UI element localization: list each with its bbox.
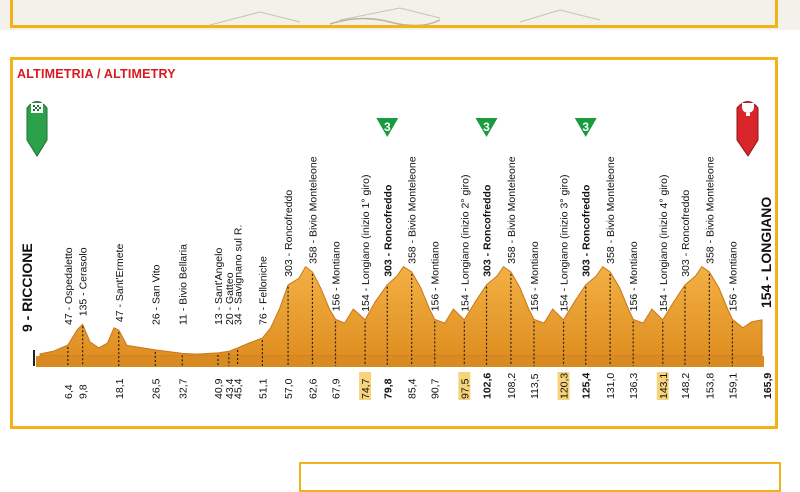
finish-km-label: 165,9 [762,373,774,399]
km-label: 18,1 [114,378,126,399]
finish-trophy-icon [736,101,759,157]
checkpoint-label: 358 - Bivio Monteleone [407,156,419,264]
checkpoint-label: 154 - Longiano (inizio 2° giro) [459,175,471,312]
km-label: 148,2 [680,373,692,399]
km-label: 79,8 [382,378,394,399]
km-label: 85,4 [407,378,419,399]
km-highlight [458,372,471,400]
map-texture [209,7,601,27]
finish-label: 154 - LONGIANO [758,197,774,308]
section-title: ALTIMETRIA / ALTIMETRY [17,67,176,81]
checkpoint-label: 47 - Sant'Ermete [114,244,126,323]
kom-category-number: 3 [384,120,391,134]
km-label: 136,3 [628,373,640,399]
km-label: 159,1 [727,373,739,399]
km-label: 57,0 [283,378,295,399]
km-label: 113,5 [529,373,541,399]
kom-category-number: 3 [582,120,589,134]
km-label: 9,8 [78,384,90,399]
checkpoint-label: 47 - Ospedaletto [63,247,75,325]
km-label: 102,6 [482,373,494,399]
kom-category-3-icon: 3 [376,118,399,137]
map-frame [10,0,778,28]
km-highlight [359,372,372,400]
kom-category-number: 3 [483,120,490,134]
finish-icon-trophy [742,103,754,116]
elevation-profile-area [39,265,763,357]
km-label: 67,9 [331,378,343,399]
km-label: 131,0 [605,373,617,399]
km-label: 26,5 [150,378,162,399]
checkpoint-label: 154 - Longiano (inizio 3° giro) [559,175,571,312]
start-icon-checker [33,105,41,111]
km-label: 62,6 [307,378,319,399]
start-label: 9 - RICCIONE [19,243,35,332]
checkpoint-label: 11 - Bivio Bellaria [177,244,189,325]
checkpoint-label: 303 - Roncofreddo [482,185,494,277]
kom-triangle [574,118,597,137]
checkpoint-label: 20 - Gatteo [224,272,236,325]
checkpoint-label: 358 - Bivio Monteleone [605,156,617,264]
kom-category-3-icon: 3 [574,118,597,137]
km-label: 153,8 [704,373,716,399]
start-flag-icon [26,101,48,157]
checkpoint-label: 26 - San Vito [150,264,162,325]
profile-base-band [36,356,764,367]
checkpoint-label: 156 - Montiano [430,241,442,311]
checkpoint-label: 154 - Longiano (inizio 1° giro) [360,175,372,312]
checkpoint-label: 76 - Felloniche [257,256,269,325]
km-label: 143,1 [658,373,670,399]
checkpoint-label: 303 - Roncofreddo [382,185,394,277]
checkpoint-label: 154 - Longiano (inizio 4° giro) [658,175,670,312]
checkpoint-label: 156 - Montiano [331,241,343,311]
km-label: 43,4 [224,378,236,399]
km-label: 45,4 [233,378,245,399]
km-highlight [557,372,570,400]
kom-triangle [475,118,498,137]
km-label: 6,4 [63,384,75,399]
km-label: 120,3 [559,373,571,399]
checkpoint-label: 358 - Bivio Monteleone [506,156,518,264]
km-label: 125,4 [581,373,593,399]
checkpoint-label: 135 - Cerasolo [78,247,90,316]
km-label: 74,7 [360,378,372,399]
checkpoint-label: 303 - Roncofreddo [581,185,593,277]
checkpoint-label: 13 - Sant'Angelo [213,248,225,325]
km-label: 51,1 [257,378,269,399]
km-label: 97,5 [459,378,471,399]
checkpoint-label: 358 - Bivio Monteleone [704,156,716,264]
km-label: 90,7 [430,378,442,399]
kom-category-3-icon: 3 [475,118,498,137]
checkpoint-label: 156 - Montiano [628,241,640,311]
checkpoint-label: 303 - Roncofreddo [680,190,692,277]
km-label: 32,7 [177,378,189,399]
next-section-frame [299,462,781,492]
checkpoint-label: 358 - Bivio Monteleone [307,156,319,264]
checkpoint-label: 156 - Montiano [727,241,739,311]
checkpoint-label: 34 - Savignano sul R. [233,225,245,325]
km-highlight [656,372,669,400]
checkpoint-label: 303 - Roncofreddo [283,190,295,277]
km-label: 40,9 [213,378,225,399]
kom-triangle [376,118,399,137]
checkpoint-label: 156 - Montiano [529,241,541,311]
km-label: 108,2 [506,373,518,399]
